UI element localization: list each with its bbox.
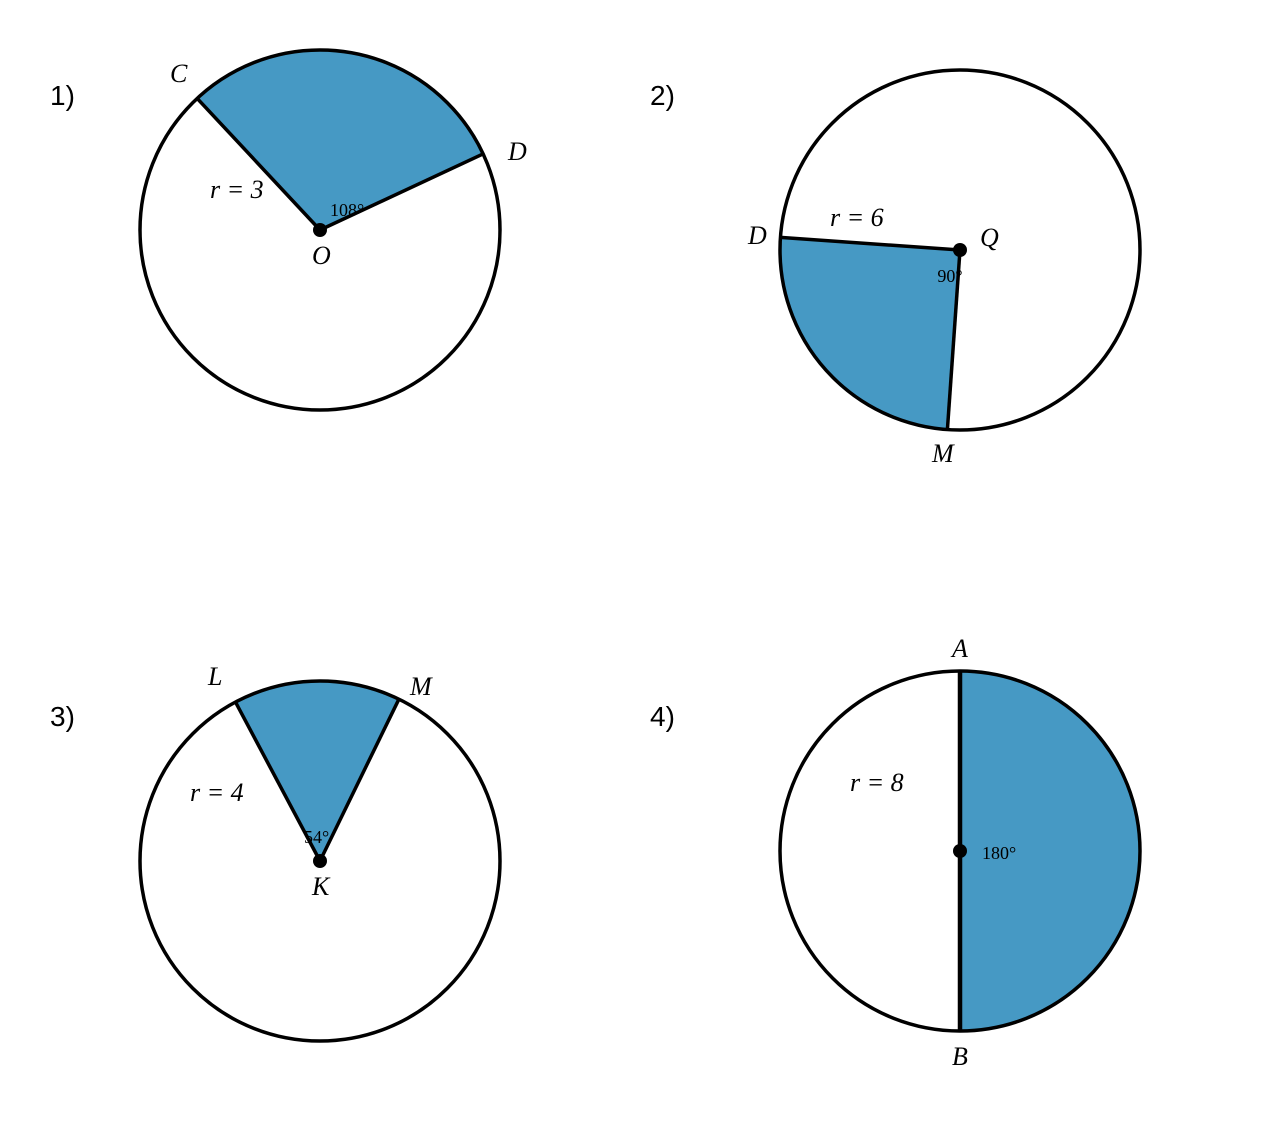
diagram-grid: 1) C D O r = 3 108° 2) bbox=[0, 0, 1278, 1142]
problem-2-svg: D M Q r = 6 90° bbox=[640, 0, 1278, 570]
point-label-l: L bbox=[207, 662, 222, 691]
angle-label: 108° bbox=[330, 200, 364, 220]
sector-fill bbox=[780, 237, 960, 429]
angle-label: 180° bbox=[982, 843, 1016, 863]
point-label-d: D bbox=[507, 137, 527, 166]
point-label-d: D bbox=[747, 221, 767, 250]
problem-4-svg: A B r = 8 180° bbox=[640, 571, 1278, 1141]
center-label-q: Q bbox=[980, 223, 999, 252]
center-dot bbox=[953, 243, 967, 257]
center-dot bbox=[313, 854, 327, 868]
center-dot bbox=[953, 844, 967, 858]
problem-4-number: 4) bbox=[650, 701, 675, 733]
problem-3-number: 3) bbox=[50, 701, 75, 733]
radius-label: r = 4 bbox=[190, 778, 244, 807]
radius-label: r = 3 bbox=[210, 175, 264, 204]
angle-label: 54° bbox=[304, 827, 329, 847]
center-dot bbox=[313, 223, 327, 237]
problem-3-svg: L M K r = 4 54° bbox=[0, 571, 640, 1141]
problem-2-cell: 2) D M Q r = 6 90° bbox=[640, 0, 1278, 571]
point-label-b: B bbox=[952, 1042, 968, 1071]
problem-1-cell: 1) C D O r = 3 108° bbox=[0, 0, 640, 571]
point-label-m: M bbox=[931, 439, 955, 468]
point-label-a: A bbox=[950, 634, 968, 663]
problem-1-svg: C D O r = 3 108° bbox=[0, 0, 640, 570]
point-label-c: C bbox=[170, 59, 188, 88]
angle-label: 90° bbox=[937, 266, 962, 286]
problem-3-cell: 3) L M K r = 4 54° bbox=[0, 571, 640, 1142]
problem-1-number: 1) bbox=[50, 80, 75, 112]
problem-2-number: 2) bbox=[650, 80, 675, 112]
center-label-o: O bbox=[312, 241, 331, 270]
problem-4-cell: 4) A B r = 8 180° bbox=[640, 571, 1278, 1142]
radius-label: r = 8 bbox=[850, 768, 904, 797]
center-label-k: K bbox=[311, 872, 331, 901]
radius-label: r = 6 bbox=[830, 203, 884, 232]
point-label-m: M bbox=[409, 672, 433, 701]
